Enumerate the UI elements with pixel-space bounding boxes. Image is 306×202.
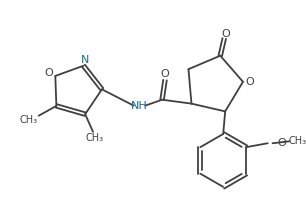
Text: NH: NH — [131, 101, 148, 110]
Text: CH₃: CH₃ — [86, 133, 104, 143]
Text: O: O — [161, 69, 170, 79]
Text: O: O — [44, 68, 53, 78]
Text: N: N — [81, 55, 90, 65]
Text: O: O — [277, 138, 286, 148]
Text: O: O — [221, 29, 230, 39]
Text: CH₃: CH₃ — [20, 115, 38, 125]
Text: O: O — [245, 77, 254, 87]
Text: CH₃: CH₃ — [288, 136, 306, 146]
